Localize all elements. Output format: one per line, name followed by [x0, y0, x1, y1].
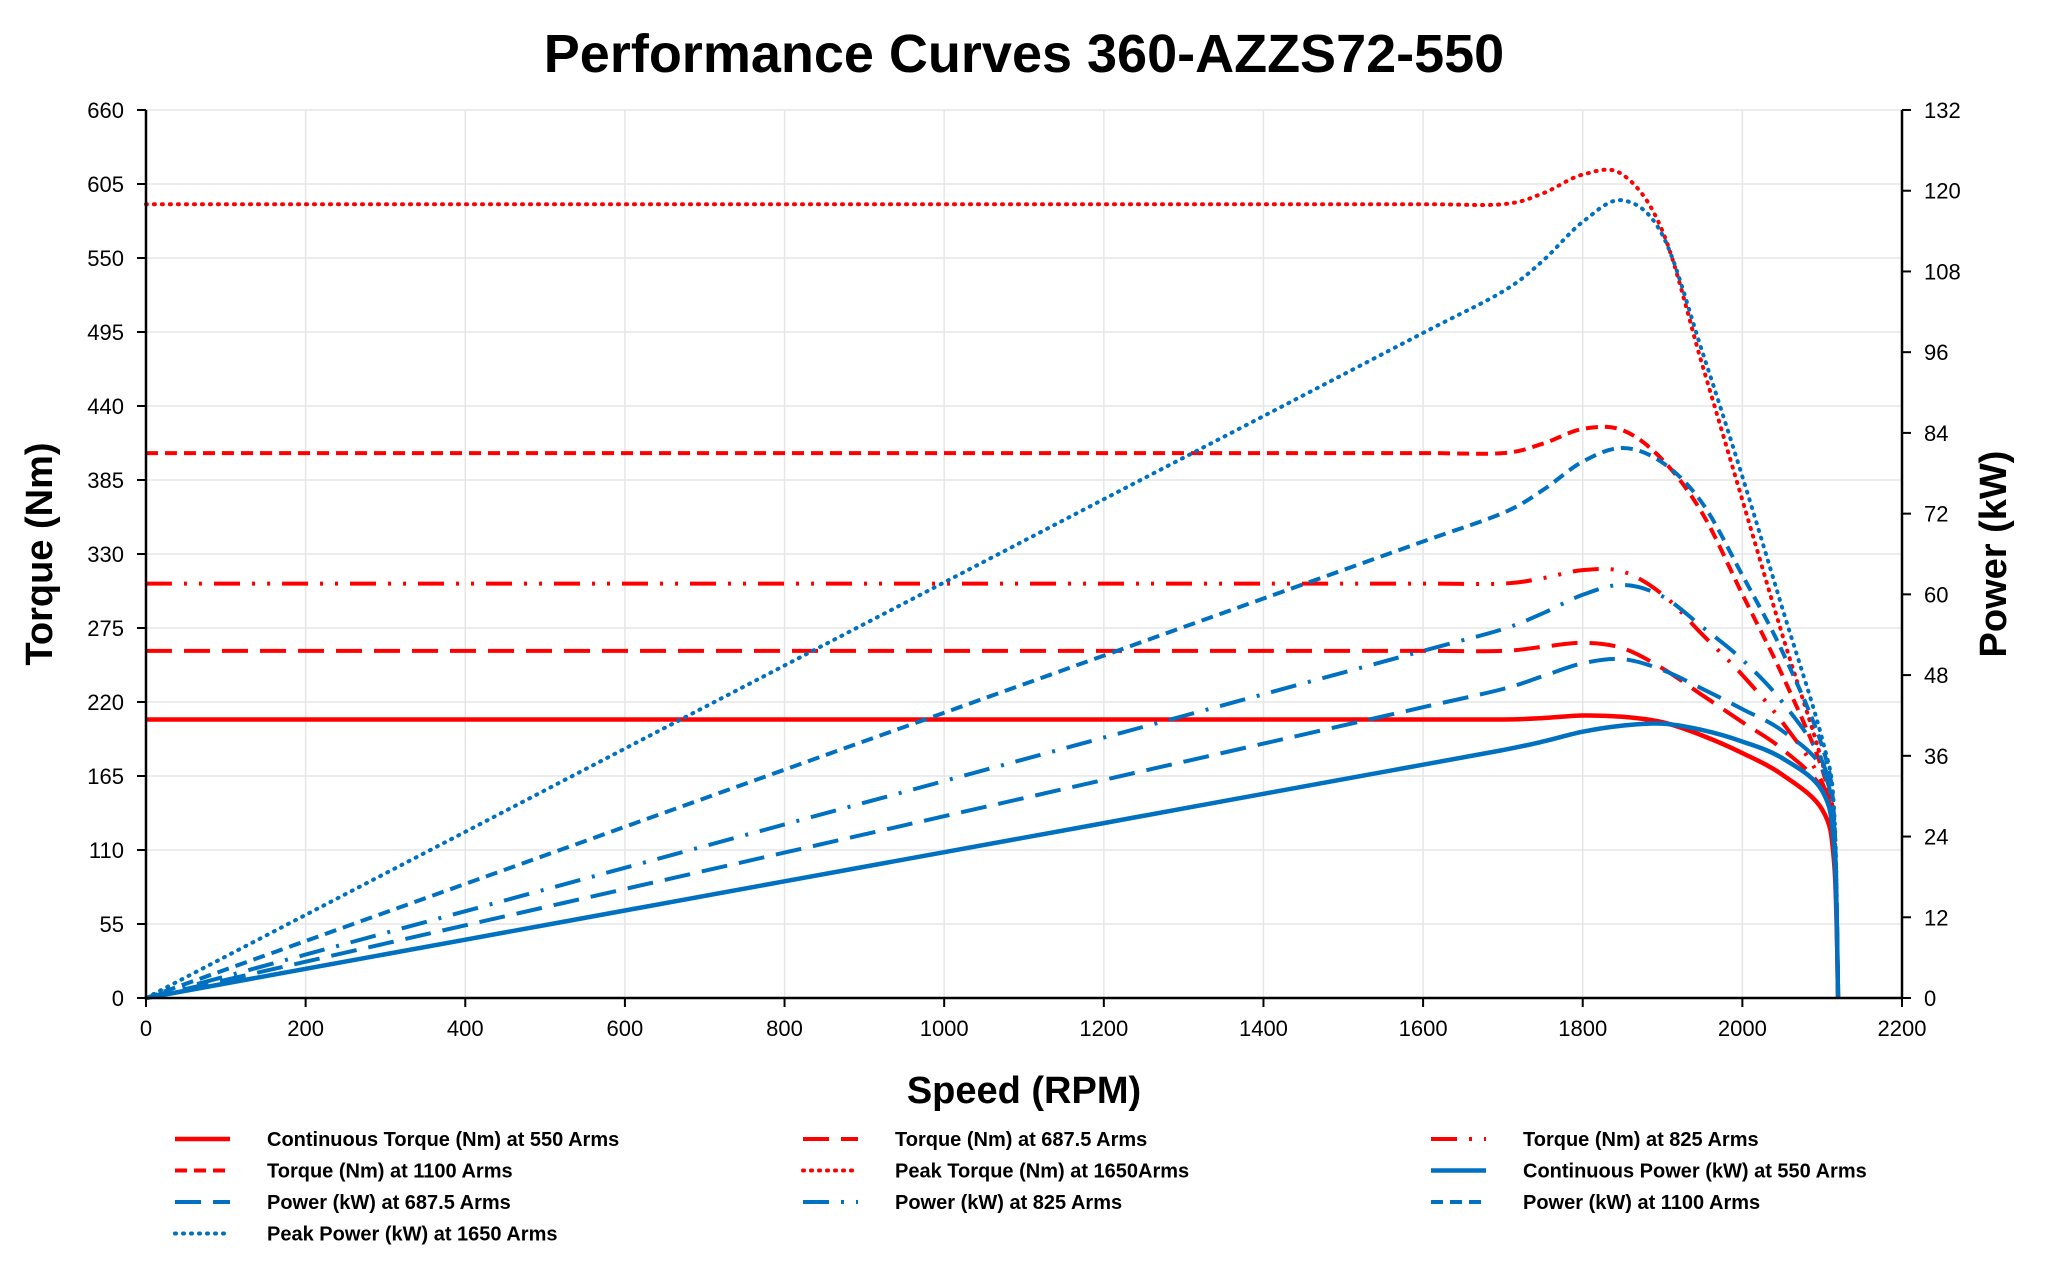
- legend: Continuous Torque (Nm) at 550 Arms Torque…: [173, 1129, 1867, 1246]
- y-tick-label: 440: [87, 394, 124, 419]
- series-line-power-kw-at-825-arms: [145, 582, 1841, 1000]
- legend-label: Continuous Power (kW) at 550 Arms: [1523, 1161, 1867, 1183]
- x-tick-label: 600: [607, 1016, 644, 1041]
- y2-axis-label: Power (kW): [1973, 451, 2015, 658]
- y2-tick-label: 60: [1924, 582, 1948, 607]
- y2-tick-label: 120: [1924, 179, 1961, 204]
- x-tick-label: 0: [140, 1016, 152, 1041]
- legend-label: Continuous Torque (Nm) at 550 Arms: [267, 1129, 619, 1151]
- chart-title: Performance Curves 360-AZZS72-550: [544, 24, 1504, 84]
- legend-label: Power (kW) at 687.5 Arms: [267, 1192, 511, 1214]
- y-tick-label: 275: [87, 616, 124, 641]
- y-tick-label: 0: [112, 986, 124, 1011]
- y-tick-label: 385: [87, 468, 124, 493]
- y2-tick-label: 36: [1924, 744, 1948, 769]
- y2-tick-label: 48: [1924, 663, 1948, 688]
- legend-label: Torque (Nm) at 1100 Arms: [267, 1161, 513, 1183]
- series-group: [144, 167, 1841, 1001]
- series-line-power-kw-at-1100-arms: [145, 445, 1841, 1000]
- y2-tick-label: 12: [1924, 905, 1948, 930]
- y2-tick-label: 132: [1924, 98, 1961, 123]
- y2-tick-label: 72: [1924, 502, 1948, 527]
- x-tick-label: 2200: [1878, 1016, 1927, 1041]
- y-tick-label: 495: [87, 320, 124, 345]
- series-line-continuous-power-kw-at-550-arms: [145, 721, 1841, 1001]
- legend-label: Power (kW) at 825 Arms: [895, 1192, 1122, 1214]
- axes: 0 200 400 600 800 1000 1200 1400 1600 1800 2000 220…: [87, 98, 1960, 1041]
- x-tick-label: 200: [287, 1016, 324, 1041]
- legend-label: Power (kW) at 1100 Arms: [1523, 1192, 1760, 1214]
- x-tick-label: 400: [447, 1016, 484, 1041]
- y2-tick-label: 96: [1924, 340, 1948, 365]
- x-tick-label: 1000: [920, 1016, 969, 1041]
- y2-tick-label: 84: [1924, 421, 1948, 446]
- grid: [145, 109, 1903, 999]
- y-tick-label: 605: [87, 172, 124, 197]
- y-axis-label: Torque (Nm): [19, 442, 61, 665]
- legend-label: Peak Power (kW) at 1650 Arms: [267, 1224, 558, 1246]
- x-tick-label: 1400: [1239, 1016, 1288, 1041]
- y2-tick-label: 24: [1924, 825, 1948, 850]
- legend-label: Torque (Nm) at 825 Arms: [1523, 1129, 1759, 1151]
- x-tick-label: 1600: [1399, 1016, 1448, 1041]
- y-tick-label: 660: [87, 98, 124, 123]
- series-line-peak-power-kw-at-1650-arms: [144, 198, 1841, 1000]
- y-tick-label: 550: [87, 246, 124, 271]
- y2-tick-label: 0: [1924, 986, 1936, 1011]
- x-tick-label: 800: [766, 1016, 803, 1041]
- y-tick-label: 220: [87, 690, 124, 715]
- y-tick-label: 110: [89, 838, 124, 863]
- series-line-peak-torque-nm-at-1650arms: [144, 167, 1841, 1000]
- series-line-torque-nm-at-825-arms: [145, 566, 1841, 999]
- x-tick-label: 1800: [1558, 1016, 1607, 1041]
- x-axis-label: Speed (RPM): [907, 1070, 1141, 1112]
- series-line-continuous-torque-nm-at-550-arms: [145, 713, 1841, 999]
- y-tick-label: 330: [87, 542, 124, 567]
- x-tick-label: 2000: [1718, 1016, 1767, 1041]
- legend-label: Peak Torque (Nm) at 1650Arms: [895, 1161, 1189, 1183]
- x-tick-label: 1200: [1079, 1016, 1128, 1041]
- legend-label: Torque (Nm) at 687.5 Arms: [895, 1129, 1147, 1151]
- series-line-torque-nm-at-1100-arms: [146, 424, 1841, 999]
- series-line-torque-nm-at-687-5-arms: [146, 640, 1841, 999]
- y2-tick-label: 108: [1924, 259, 1961, 284]
- series-line-power-kw-at-687-5-arms: [145, 656, 1841, 1000]
- y-tick-label: 55: [100, 912, 124, 937]
- y-tick-label: 165: [87, 764, 124, 789]
